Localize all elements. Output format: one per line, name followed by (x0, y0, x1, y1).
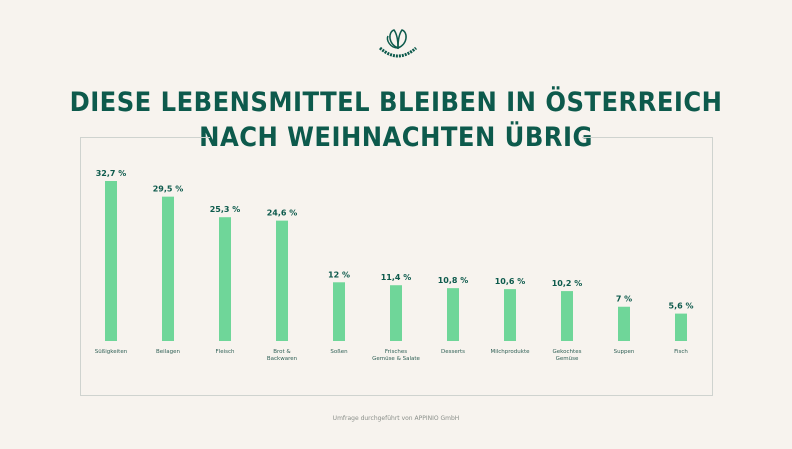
bar-3 (276, 220, 288, 341)
data-label: 24,6 % (267, 209, 298, 218)
category-label: Fleisch (216, 349, 235, 355)
data-label: 10,8 % (438, 276, 469, 285)
bar-8 (561, 291, 573, 341)
frame-top-right (582, 137, 712, 138)
data-label: 7 % (616, 295, 632, 304)
bar-9 (618, 306, 630, 341)
bar-0 (105, 181, 117, 341)
category-label: Fisch (674, 349, 688, 355)
too-good-to-go-logo (379, 29, 417, 58)
data-label: 11,4 % (381, 273, 412, 282)
data-label: 25,3 % (210, 205, 241, 214)
category-label: Desserts (441, 349, 465, 355)
data-label: 29,5 % (153, 185, 184, 194)
bar-4 (333, 282, 345, 341)
category-label: Frisches Gemüse & Salate (372, 349, 420, 362)
frame-top-left (80, 137, 210, 138)
data-label: 5,6 % (669, 302, 694, 311)
bar-10 (675, 313, 687, 341)
bar-5 (390, 285, 402, 341)
data-label: 10,6 % (495, 277, 526, 286)
bar-1 (162, 196, 174, 341)
category-label: Gekochtes Gemüse (553, 349, 582, 362)
category-label: Soßen (330, 349, 348, 355)
data-label: 32,7 % (96, 169, 127, 178)
category-label: Beilagen (156, 349, 180, 355)
category-label: Brot & Backwaren (267, 349, 298, 362)
bar-7 (504, 289, 516, 341)
footer-source: Umfrage durchgeführt von APPINIO GmbH (332, 415, 460, 422)
chart-frame (80, 137, 713, 396)
category-label: Milchprodukte (490, 349, 530, 355)
bar-6 (447, 288, 459, 341)
category-label: Süßigkeiten (95, 349, 128, 355)
bar-2 (219, 217, 231, 341)
data-label: 10,2 % (552, 279, 583, 288)
title-line-2: NACH WEIHNACHTEN ÜBRIG (199, 122, 593, 153)
data-label: 12 % (328, 270, 350, 279)
title-line-1: DIESE LEBENSMITTEL BLEIBEN IN ÖSTERREICH (69, 87, 723, 118)
category-label: Suppen (614, 349, 635, 355)
